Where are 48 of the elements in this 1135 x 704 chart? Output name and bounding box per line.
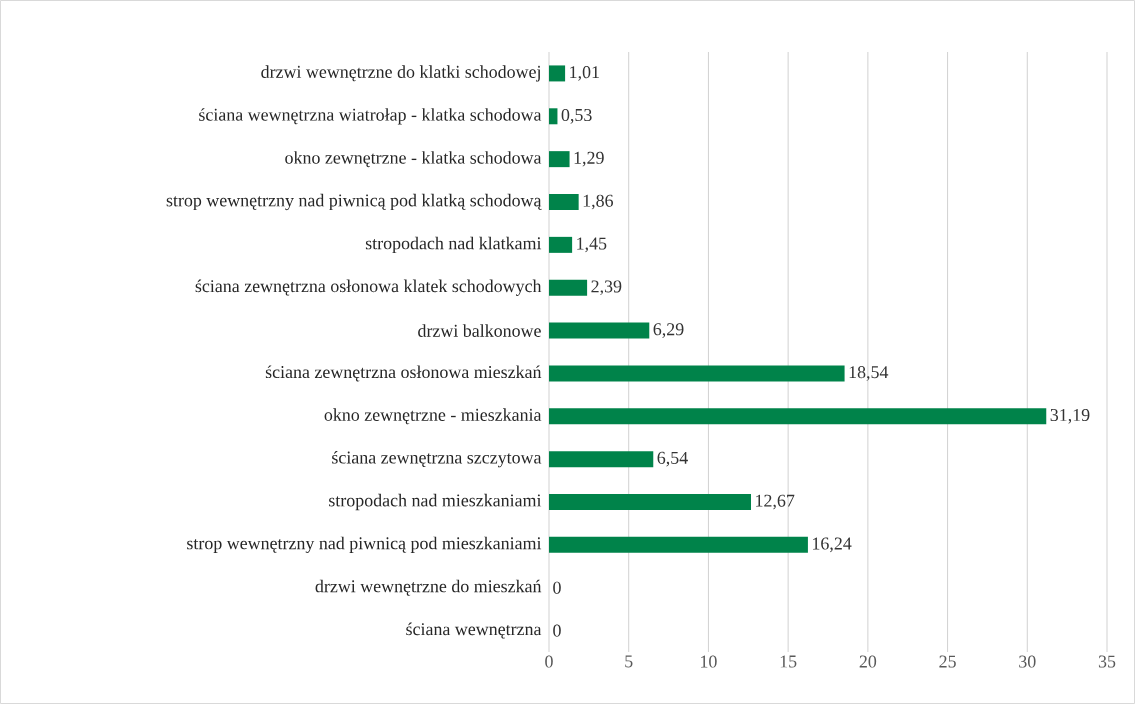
y-tick-label: okno zewnętrzne - mieszkania [324,408,542,425]
y-tick-label: drzwi balkonowe [418,324,541,337]
bar [549,194,579,210]
y-tick-label: stropodach nad klatkami [365,236,542,253]
bar [549,108,558,125]
data-label: 0 [553,581,561,594]
y-tick-label: ściana zewnętrzna szczytowa [332,450,542,468]
data-label: 18,54 [849,366,889,381]
data-label: 1,86 [583,194,614,210]
bar [549,236,573,253]
bar [549,279,588,296]
x-tick-label: 10 [701,655,717,668]
y-tick-label: ściana wewnętrzna wiatrołap - klatka schodowa [199,108,542,125]
bar [549,451,654,468]
data-label: 16,24 [813,537,852,553]
bar [549,65,566,82]
data-label: 12,67 [756,494,795,510]
data-label: 0,53 [561,108,592,124]
bar [549,408,1047,425]
y-tick-label: strop wewnętrzny nad piwnicą pod mieszkaniami [187,536,542,554]
data-label: 6,54 [657,451,688,467]
bar [549,536,808,553]
data-label: 1,29 [574,151,604,167]
y-tick-label: drzwi wewnętrzne do mieszkań [315,579,542,596]
data-label: 0 [553,624,561,637]
bar [549,322,650,339]
x-tick-label: 5 [625,655,633,668]
x-tick-label: 35 [1098,655,1116,668]
data-label: 1,45 [577,237,607,253]
data-label: 6,29 [653,323,684,338]
data-label: 1,01 [570,66,599,81]
bar [549,494,751,510]
y-tick-label: strop wewnętrzny nad piwnicą pod klatką schodową [166,193,542,211]
x-tick-label: 0 [545,655,553,668]
x-tick-label: 25 [939,655,956,668]
x-tick-label: 30 [1019,655,1036,668]
x-tick-label: 15 [780,655,797,668]
bar [549,151,570,168]
data-label: 31,19 [1050,408,1090,424]
y-tick-label: stropodach nad mieszkaniami [329,493,542,511]
x-tick-label: 20 [859,655,877,668]
y-tick-label: ściana zewnętrzna osłonowa klatek schodowych [195,279,542,296]
y-tick-label: ściana zewnętrzna osłonowa mieszkań [265,365,542,382]
y-tick-label: okno zewnętrzne - klatka schodowa [285,151,542,168]
bar [549,365,845,382]
y-tick-label: drzwi wewnętrzne do klatki schodowej [261,65,540,82]
data-label: 2,39 [591,280,622,296]
y-tick-label: ściana wewnętrzna [406,622,542,639]
